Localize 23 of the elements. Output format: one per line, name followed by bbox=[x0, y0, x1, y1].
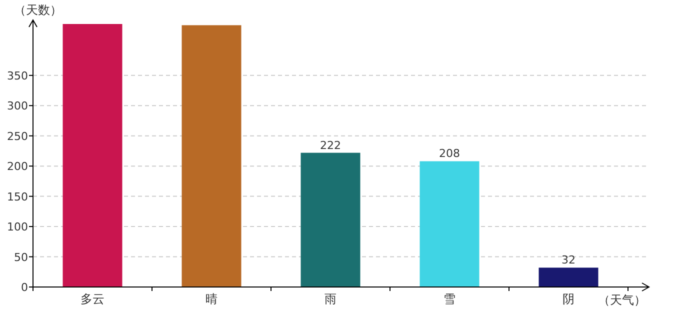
y-tick-label: 0 bbox=[21, 281, 28, 294]
bar bbox=[538, 268, 598, 287]
y-tick-label: 200 bbox=[7, 160, 28, 174]
y-axis-title: （天数） bbox=[14, 3, 62, 17]
y-tick-label: 100 bbox=[7, 220, 28, 234]
y-tick-label: 150 bbox=[7, 190, 28, 204]
bar bbox=[62, 24, 122, 287]
data-label: 208 bbox=[439, 147, 460, 160]
x-tick-label: 阴 bbox=[562, 292, 574, 306]
y-tick-label: 50 bbox=[14, 250, 28, 264]
y-tick-label: 300 bbox=[7, 100, 28, 113]
x-tick-label: 多云 bbox=[80, 292, 104, 306]
bar bbox=[300, 152, 360, 287]
data-label: 222 bbox=[320, 138, 341, 152]
x-tick-label: 雨 bbox=[324, 292, 336, 306]
x-tick-label: 雪 bbox=[444, 292, 456, 306]
bar bbox=[420, 161, 480, 287]
bar bbox=[182, 25, 242, 287]
y-tick-label: 350 bbox=[7, 69, 28, 82]
x-tick-label: 晴 bbox=[206, 292, 218, 306]
data-label: 32 bbox=[562, 254, 576, 267]
y-tick-label: 250 bbox=[7, 130, 28, 143]
x-axis-title: （天气） bbox=[598, 293, 646, 307]
